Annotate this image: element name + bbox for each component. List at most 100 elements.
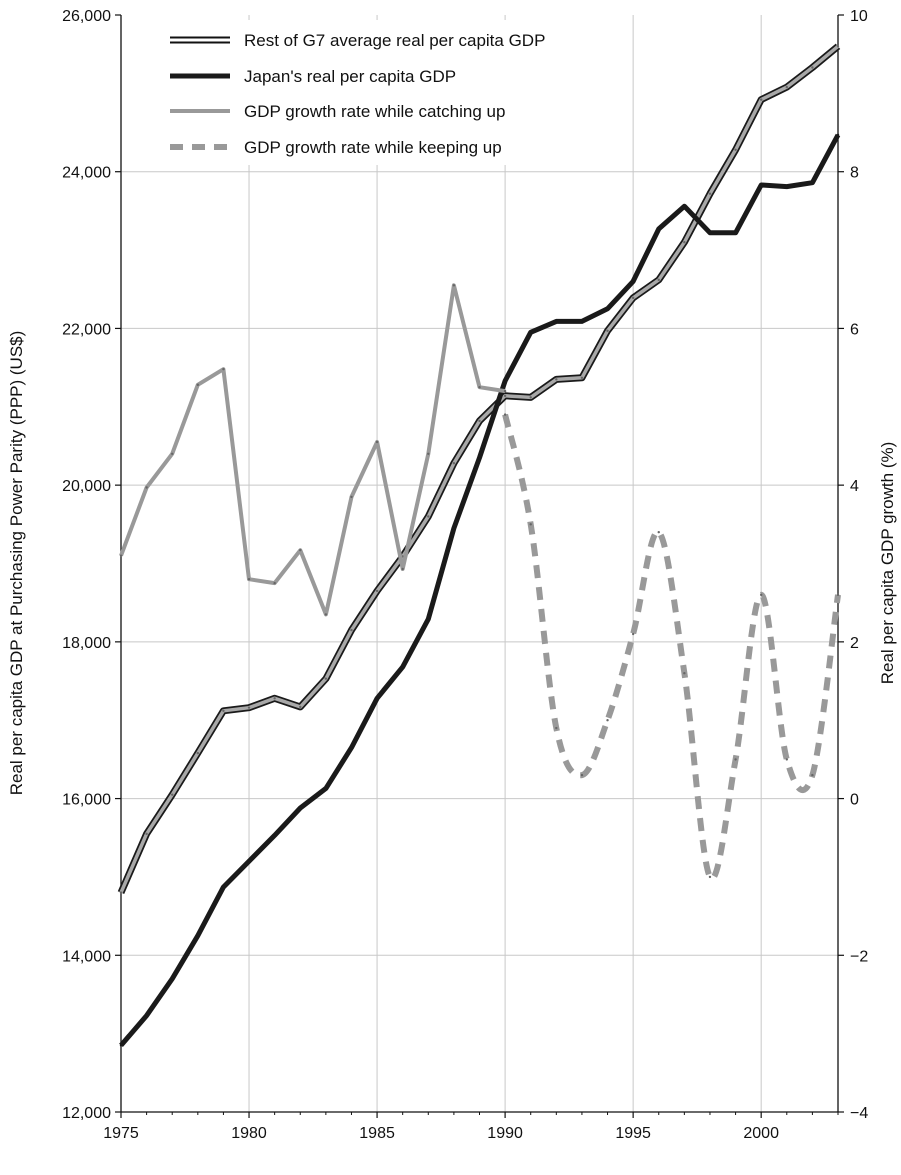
data-point-0-1980 bbox=[247, 706, 251, 709]
legend-entry-rest-g7: Rest of G7 average real per capita GDP bbox=[170, 31, 545, 50]
data-point-1-1986 bbox=[401, 665, 404, 669]
x-tick-label-2000: 2000 bbox=[743, 1125, 779, 1142]
data-point-1-1981 bbox=[273, 834, 276, 837]
grid bbox=[121, 15, 838, 1112]
data-point-1-1995 bbox=[631, 280, 635, 283]
data-point-0-1991 bbox=[529, 396, 532, 399]
data-point-0-1983 bbox=[324, 677, 328, 680]
y-tick-label-26000: 26,000 bbox=[62, 8, 111, 25]
legend-label-rest-g7: Rest of G7 average real per capita GDP bbox=[244, 31, 545, 50]
data-point-1-1989 bbox=[478, 456, 481, 459]
data-point-2-1982 bbox=[299, 548, 302, 552]
y2-tick-label-2: 2 bbox=[850, 635, 859, 652]
data-point-1-1993 bbox=[580, 320, 584, 323]
data-point-1-2000 bbox=[759, 183, 763, 187]
data-point-2-1980 bbox=[247, 577, 251, 581]
y2-tick-label-0: 0 bbox=[850, 792, 859, 809]
data-point-3-1995 bbox=[631, 632, 635, 636]
data-point-2-1984 bbox=[350, 495, 353, 499]
data-point-2-1981 bbox=[273, 581, 276, 585]
data-point-1-1985 bbox=[375, 697, 379, 700]
legend-entry-keeping-up: GDP growth rate while keeping up bbox=[170, 138, 502, 157]
data-point-0-1977 bbox=[171, 793, 174, 796]
data-point-1-1999 bbox=[734, 231, 737, 235]
data-point-0-1999 bbox=[734, 148, 737, 151]
y-tick-label-22000: 22,000 bbox=[62, 321, 111, 338]
data-point-0-1985 bbox=[375, 589, 379, 593]
legend-entry-catching-up: GDP growth rate while catching up bbox=[170, 102, 505, 121]
data-point-1-1980 bbox=[247, 860, 251, 863]
data-point-0-1993 bbox=[580, 376, 584, 379]
data-point-3-2000 bbox=[759, 593, 763, 597]
x-tick-label-1980: 1980 bbox=[231, 1125, 267, 1142]
data-point-0-2003 bbox=[836, 45, 840, 48]
y-tick-label-18000: 18,000 bbox=[62, 635, 111, 652]
y2-axis-title: Real per capita GDP growth (%) bbox=[878, 442, 897, 685]
data-point-3-1994 bbox=[606, 719, 609, 722]
y-tick-label-12000: 12,000 bbox=[62, 1105, 111, 1122]
series-2 bbox=[119, 283, 507, 617]
data-point-1-1975 bbox=[119, 1044, 123, 1047]
series-0 bbox=[117, 43, 841, 894]
y-tick-label-16000: 16,000 bbox=[62, 792, 111, 809]
data-point-2-1990 bbox=[503, 389, 507, 393]
data-point-3-2001 bbox=[785, 758, 788, 761]
data-point-2-1975 bbox=[119, 554, 123, 557]
y-tick-label-24000: 24,000 bbox=[62, 165, 111, 182]
data-point-0-1984 bbox=[350, 628, 353, 632]
legend-label-catching-up: GDP growth rate while catching up bbox=[244, 102, 505, 121]
x-tick-label-1975: 1975 bbox=[103, 1125, 139, 1142]
data-point-0-1998 bbox=[708, 192, 712, 195]
data-point-2-1979 bbox=[222, 367, 225, 371]
series-line-catching-up bbox=[119, 283, 506, 617]
data-point-0-1992 bbox=[555, 378, 558, 381]
tick-labels: 1975 1980 1985 1990 1995 2000 12,000 14,000 16,0… bbox=[62, 8, 868, 1142]
plot-area bbox=[121, 15, 838, 1112]
data-point-1-1983 bbox=[324, 787, 328, 790]
data-point-0-1979 bbox=[222, 709, 225, 713]
series-3 bbox=[502, 413, 841, 882]
data-point-1-1978 bbox=[196, 934, 200, 937]
axes bbox=[115, 14, 844, 1118]
x-tick-label-1990: 1990 bbox=[487, 1125, 523, 1142]
y-tick-label-20000: 20,000 bbox=[62, 478, 111, 495]
data-point-0-2000 bbox=[759, 98, 763, 101]
data-point-1-1997 bbox=[683, 204, 686, 208]
data-point-1-1988 bbox=[452, 527, 456, 530]
data-point-2-1985 bbox=[375, 440, 379, 444]
legend-entry-japan: Japan's real per capita GDP bbox=[170, 67, 456, 86]
data-point-3-2003 bbox=[836, 593, 840, 597]
data-point-2-1976 bbox=[145, 486, 148, 489]
data-point-3-1999 bbox=[734, 758, 737, 761]
data-point-1-1979 bbox=[222, 885, 225, 889]
data-point-2-1983 bbox=[324, 613, 328, 616]
data-point-1-1994 bbox=[606, 307, 609, 311]
data-point-0-1981 bbox=[273, 697, 276, 700]
data-point-3-1990 bbox=[503, 413, 507, 416]
y2-tick-label-6: 6 bbox=[850, 321, 859, 338]
data-point-3-1993 bbox=[580, 773, 584, 777]
data-point-1-1977 bbox=[171, 977, 174, 980]
y2-tick-label-10: 10 bbox=[850, 8, 868, 25]
data-point-1-2003 bbox=[836, 133, 840, 137]
data-point-0-1994 bbox=[606, 329, 609, 332]
data-point-1-1996 bbox=[657, 227, 660, 231]
data-point-1-1982 bbox=[299, 806, 302, 810]
data-point-0-2001 bbox=[785, 85, 788, 89]
data-point-1-1987 bbox=[427, 617, 430, 621]
data-point-2-1988 bbox=[452, 284, 456, 287]
data-point-3-1996 bbox=[657, 530, 660, 534]
data-point-1-2001 bbox=[785, 185, 788, 188]
data-point-0-1990 bbox=[503, 394, 507, 398]
data-point-0-1995 bbox=[631, 296, 635, 300]
y2-tick-label--2: −2 bbox=[850, 948, 868, 965]
y2-tick-label-4: 4 bbox=[850, 478, 859, 495]
data-point-1-1991 bbox=[529, 331, 532, 334]
data-point-3-1991 bbox=[529, 523, 532, 526]
data-point-0-1988 bbox=[452, 462, 456, 465]
data-point-0-1976 bbox=[145, 832, 148, 836]
data-point-2-1986 bbox=[401, 567, 404, 571]
data-point-1-1990 bbox=[503, 379, 507, 383]
x-tick-label-1995: 1995 bbox=[615, 1125, 651, 1142]
